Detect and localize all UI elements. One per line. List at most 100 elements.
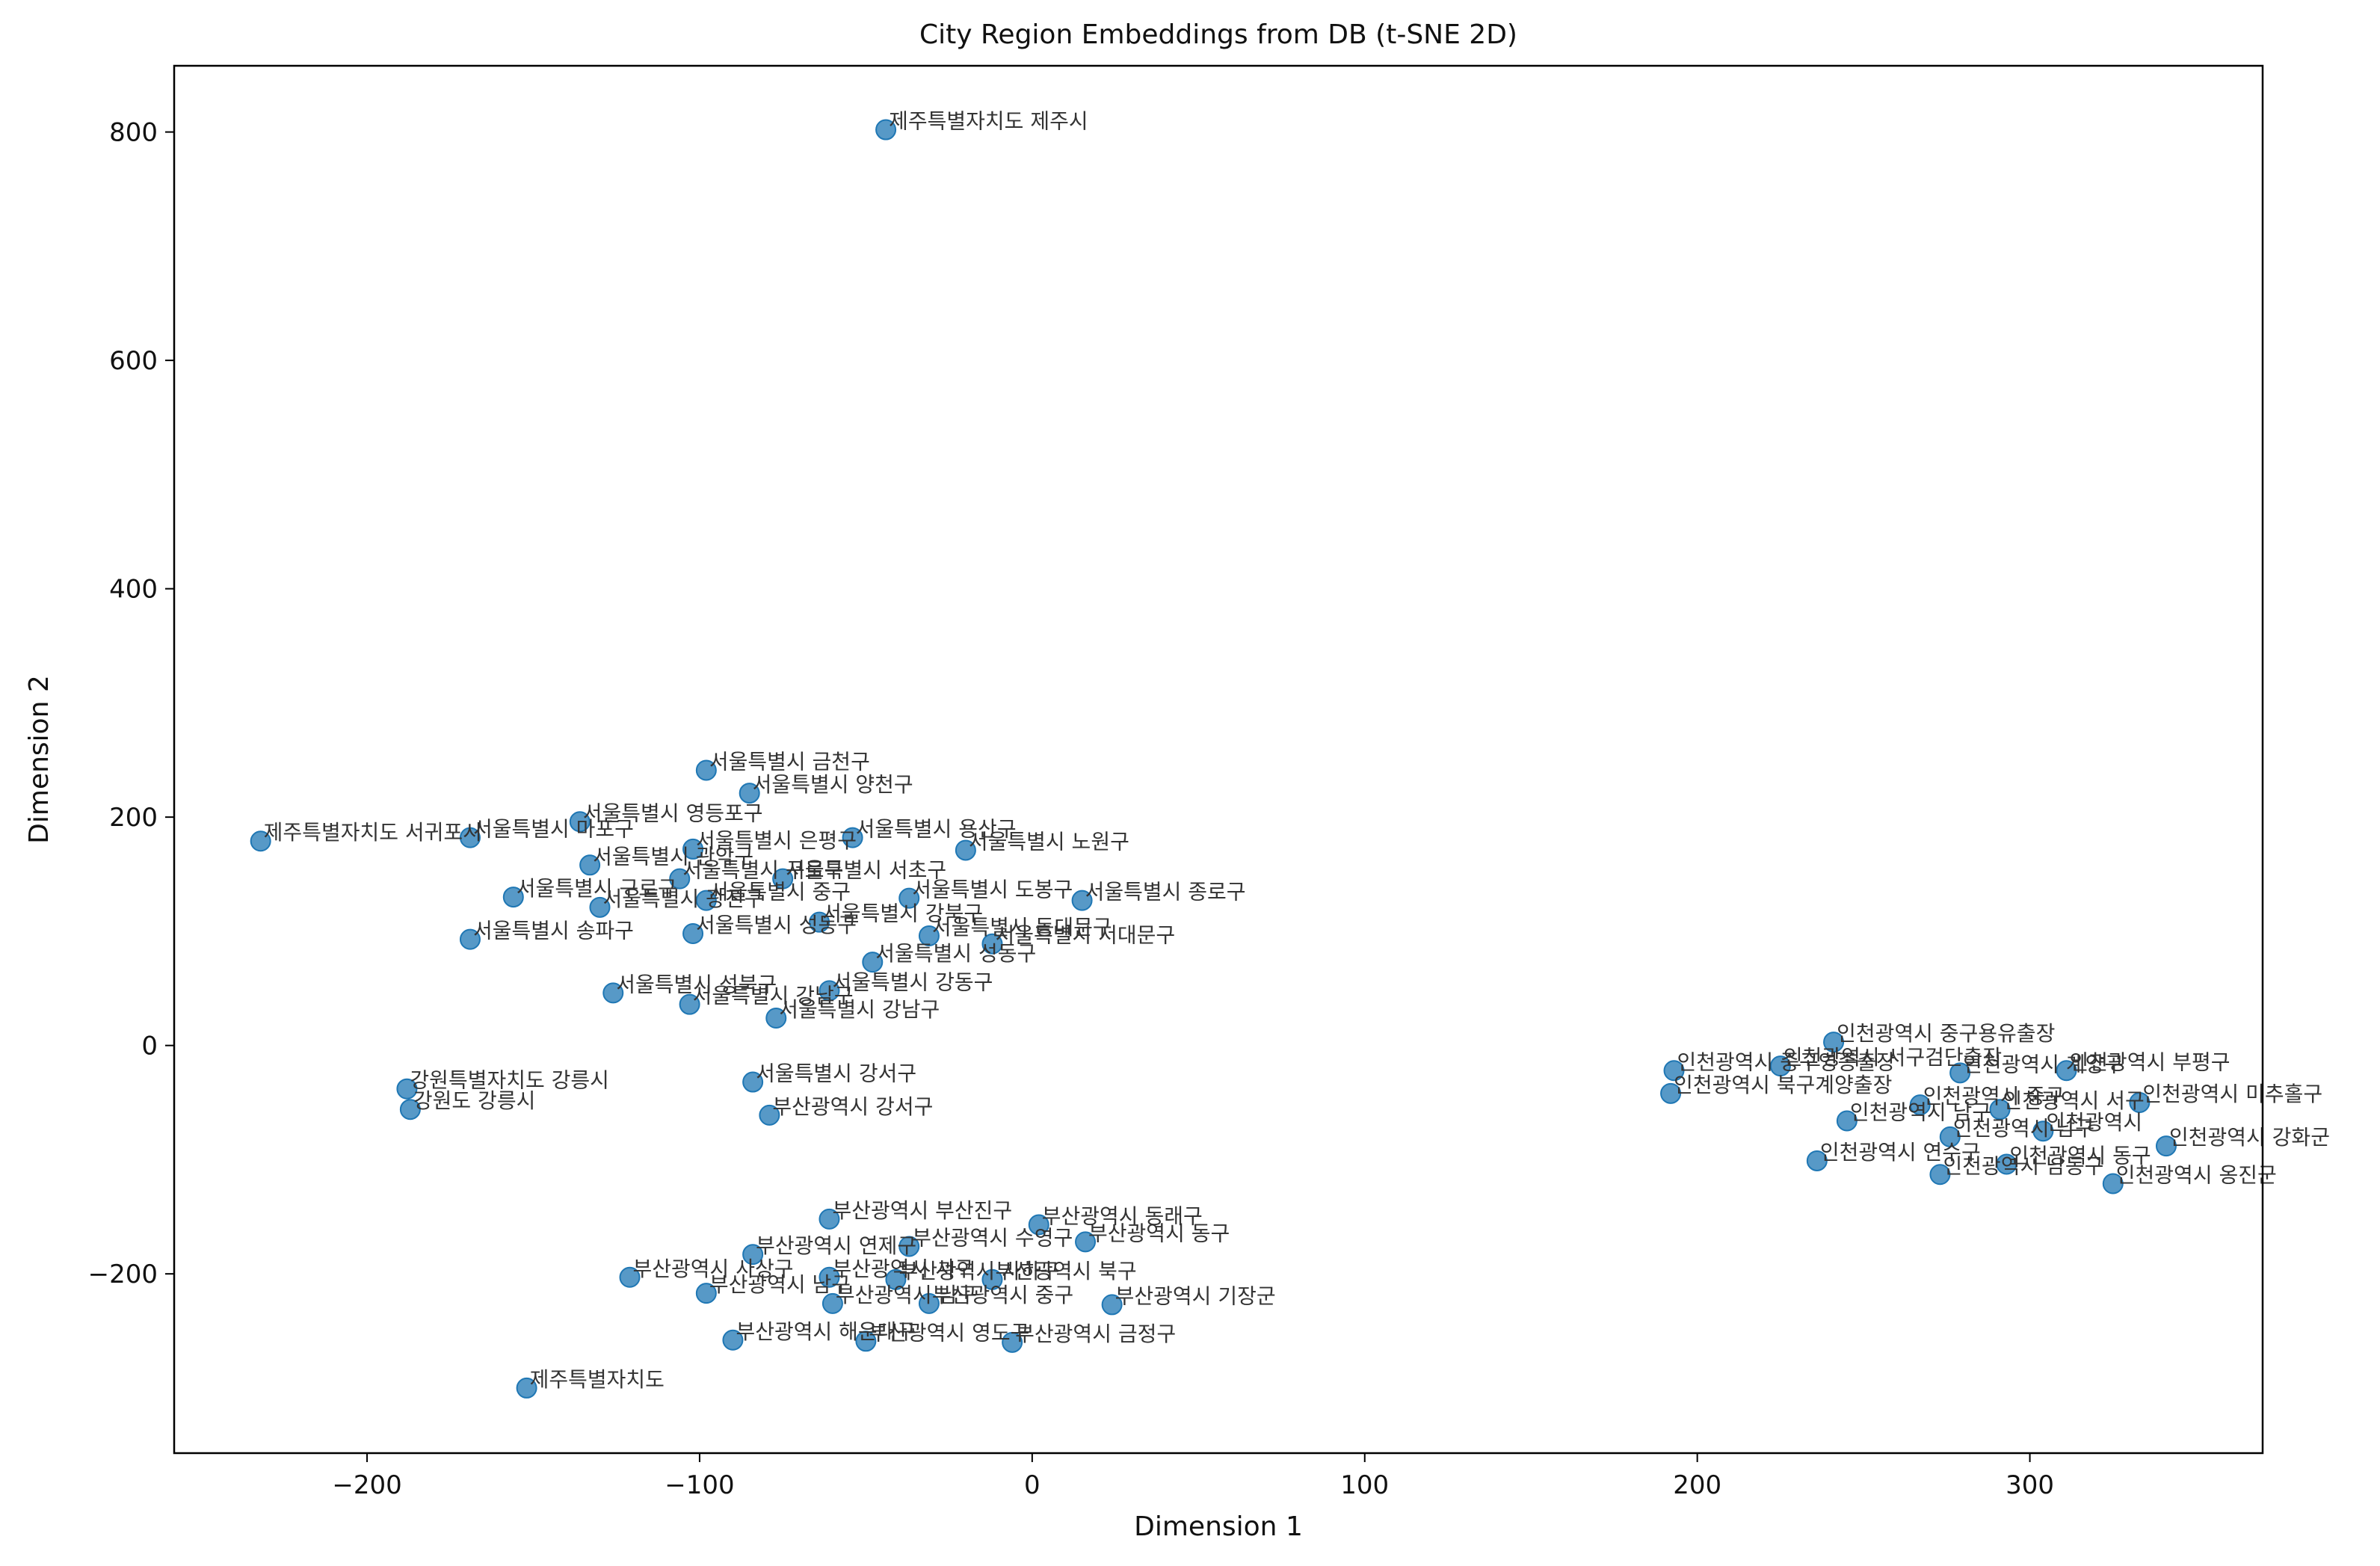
point-label: 강원도 강릉시 [413,1088,535,1113]
data-point [2032,1120,2054,1142]
data-point [589,896,611,918]
data-point [1909,1094,1931,1116]
chart-title: City Region Embeddings from DB (t-SNE 2D… [919,19,1517,50]
point-label: 서울특별시 강동구 [832,969,993,994]
data-point [1663,1060,1685,1082]
point-label: 서울특별시 은평구 [696,828,857,853]
point-label: 서울특별시 관악구 [593,844,753,869]
data-point [818,1208,840,1230]
data-point [981,1268,1003,1290]
data-point [955,839,976,861]
point-label: 부산광역시 금정구 [1015,1322,1176,1346]
data-point [1075,1231,1097,1253]
data-point [502,887,524,908]
point-label: 서울특별시 강북구 [822,901,983,926]
data-point [875,119,897,141]
data-point [2129,1092,2151,1114]
x-tick-label: 200 [1673,1470,1721,1500]
point-label: 부산광역시 중구 [932,1283,1073,1307]
data-point [742,1244,764,1266]
data-point [885,1268,907,1290]
data-point [1929,1164,1951,1186]
data-point [396,1078,418,1100]
point-label: 인천광역시 연수구 [1820,1140,1981,1165]
data-point [898,1236,920,1257]
x-axis: −200 −100 0 100 200 300 [332,1453,2054,1500]
point-label: 서울특별시 금천구 [709,750,870,774]
point-label: 인천광역시 서구 [2003,1088,2145,1113]
data-point [772,868,794,890]
data-point [1071,890,1093,911]
data-point [1002,1331,1023,1353]
data-point [682,922,704,944]
point-label: 인천광역시 남구 [1953,1116,2094,1141]
point-label: 서울특별시 영등포구 [583,801,763,825]
data-point [742,1071,764,1093]
point-label: 제주특별자치도 제주시 [889,109,1088,134]
point-label: 서울특별시 도봉구 [912,878,1073,902]
point-label: 서울특별시 강남구 [693,984,854,1008]
data-point [862,952,884,973]
y-tick-label: 600 [109,346,158,376]
point-label: 서울특별시 성동구 [696,913,857,937]
point-label: 서울특별시 서초구 [786,858,946,883]
data-point [809,911,830,933]
data-point [759,1104,780,1126]
point-label: 서울특별시 노원구 [969,829,1129,854]
point-label: 제주특별자치도 서귀포시 [264,820,482,845]
point-label: 서울특별시 광진구 [602,887,763,911]
point-label: 부산광역시 기장군 [1115,1283,1276,1308]
data-point [821,1292,843,1314]
point-label: 부산광역시 강서구 [772,1094,933,1119]
point-label: 부산광역시 영도구 [869,1320,1029,1345]
data-point [569,811,591,833]
data-point [695,759,717,781]
point-label: 부산광역시 동래구 [1042,1203,1203,1228]
point-label: 서울특별시 양천구 [753,772,913,797]
x-tick-label: 0 [1024,1470,1041,1500]
data-point [918,1292,940,1314]
data-point [1660,1082,1682,1104]
point-label: 부산광역시 연제구 [756,1233,916,1258]
point-label: 서울특별시 강서구 [756,1061,916,1086]
data-point [679,993,700,1015]
point-label: 서울특별시 구로구 [517,876,677,901]
data-point [459,928,481,950]
point-label: 인천광역시 중구용유출장 [1837,1021,2055,1046]
point-label: 강원특별자치도 강릉시 [410,1068,609,1093]
data-point [669,868,691,890]
point-label: 서울특별시 송파구 [473,919,634,943]
points-layer [250,119,2177,1399]
x-tick-label: −100 [665,1470,734,1500]
point-label: 부산광역시 사하구 [898,1259,1059,1283]
point-label: 인천광역시 동구 [2009,1144,2151,1168]
data-point [1939,1126,1961,1147]
point-label: 인천광역시 남동구 [1943,1153,2103,1178]
point-label: 인천광역시 [2046,1110,2142,1135]
data-point [722,1329,744,1351]
point-label: 인천광역시 남구 [1850,1100,1991,1124]
point-label: 서울특별시 용산구 [856,817,1017,842]
data-point [1028,1214,1049,1236]
point-label: 인천광역시 옹진군 [2116,1162,2277,1187]
point-label: 제주특별자치도 [530,1367,665,1392]
x-tick-label: 300 [2006,1470,2054,1500]
point-label: 부산광역시 사상구 [633,1257,794,1281]
data-point [459,827,481,848]
point-label: 부산광역시 부산진구 [832,1198,1012,1223]
x-axis-label: Dimension 1 [1134,1511,1303,1542]
plot-frame [173,64,2264,1455]
data-point [1989,1099,2011,1120]
point-label: 서울특별시 종로구 [1085,880,1246,904]
data-point [981,933,1003,955]
point-label: 인천광역시 서구검단출장 [1784,1045,2002,1070]
data-point [1806,1150,1828,1171]
point-label: 서울특별시 마포구 [473,817,634,842]
data-point [619,1266,641,1288]
point-label: 부산광역시 동구 [1088,1221,1230,1245]
x-tick-label: 100 [1340,1470,1389,1500]
point-label: 서울특별시 강남구 [779,997,940,1022]
data-point [765,1007,787,1029]
